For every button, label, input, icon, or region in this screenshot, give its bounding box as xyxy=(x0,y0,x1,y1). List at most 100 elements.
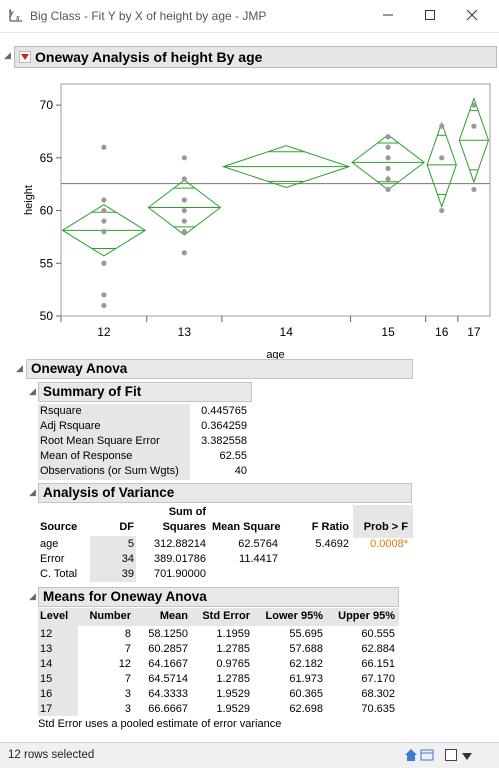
aov-header-f: F Ratio xyxy=(311,521,349,533)
red-triangle-icon xyxy=(21,54,29,60)
means-header-shade xyxy=(38,608,399,626)
home-icon[interactable] xyxy=(404,748,418,765)
aov-cell-ms: 62.5764 xyxy=(238,538,278,550)
summary-label: Rsquare xyxy=(40,405,82,417)
svg-text:x: x xyxy=(15,13,20,22)
jmp-app-icon: y x xyxy=(8,7,24,23)
means-cell: 66.6667 xyxy=(148,703,188,715)
aov-cell-ss: 312.88214 xyxy=(154,538,206,550)
means-cell: 1.2785 xyxy=(216,673,250,685)
data-point xyxy=(101,207,107,214)
anova-collapse-icon[interactable]: ◢ xyxy=(16,363,23,373)
summary-value: 0.445765 xyxy=(201,405,247,417)
collapse-triangle-icon[interactable]: ◢ xyxy=(4,50,11,60)
df-column-shade xyxy=(90,536,136,582)
data-point xyxy=(181,229,187,235)
y-tick-label: 60 xyxy=(40,204,54,218)
rows-selected-status: 12 rows selected xyxy=(8,749,95,761)
means-cell: 1.9529 xyxy=(216,688,250,700)
aov-cell-source: C. Total xyxy=(40,568,78,580)
y-tick-label: 65 xyxy=(40,151,54,165)
maximize-button[interactable] xyxy=(416,4,444,26)
data-point xyxy=(181,250,187,256)
means-cell: 7 xyxy=(124,673,131,685)
data-point xyxy=(181,218,187,224)
aov-collapse-icon[interactable]: ◢ xyxy=(29,487,36,497)
means-cell: 67.170 xyxy=(361,673,395,685)
minimize-button[interactable] xyxy=(374,4,402,26)
oneway-anova-header: Oneway Anova xyxy=(26,359,413,379)
data-point xyxy=(385,144,391,150)
data-point xyxy=(181,155,187,161)
summary-value: 62.55 xyxy=(219,450,247,462)
means-cell: 3 xyxy=(124,688,131,700)
data-point xyxy=(101,197,107,203)
summary-collapse-icon[interactable]: ◢ xyxy=(29,386,36,396)
minimize-icon xyxy=(383,14,393,16)
means-cell: 68.302 xyxy=(361,688,395,700)
means-header-cell: Mean xyxy=(159,610,188,622)
y-axis-label: height xyxy=(23,185,35,215)
means-header-cell: Number xyxy=(89,610,131,622)
aov-cell-ms: 11.4417 xyxy=(239,553,278,565)
data-point xyxy=(385,165,391,171)
data-point xyxy=(181,197,187,203)
means-cell: 17 xyxy=(40,703,53,715)
summary-label: Adj Rsquare xyxy=(40,420,101,432)
means-cell: 1.1959 xyxy=(216,628,250,640)
ss-header-top: Sum of xyxy=(168,506,206,518)
y-tick-label: 50 xyxy=(40,309,54,323)
means-footnote: Std Error uses a pooled estimate of erro… xyxy=(38,718,282,730)
analysis-of-variance-header: Analysis of Variance xyxy=(38,483,412,503)
means-header-cell: Lower 95% xyxy=(265,610,323,622)
x-tick-label: 16 xyxy=(435,325,449,339)
maximize-icon xyxy=(425,10,435,20)
aov-cell-df: 39 xyxy=(121,568,134,580)
aov-header-source: Source xyxy=(40,521,78,533)
red-triangle-menu-button[interactable] xyxy=(19,51,31,63)
report-header: Oneway Analysis of height By age xyxy=(14,46,497,68)
aov-cell-df: 5 xyxy=(127,538,134,550)
x-tick-label: 13 xyxy=(178,325,192,339)
report-title: Oneway Analysis of height By age xyxy=(35,49,263,65)
data-point xyxy=(439,155,445,161)
aov-cell-source: age xyxy=(40,538,59,550)
means-collapse-icon[interactable]: ◢ xyxy=(29,591,36,601)
aov-cell-f: 5.4692 xyxy=(315,538,349,550)
close-button[interactable] xyxy=(458,4,486,26)
means-cell: 60.365 xyxy=(289,688,323,700)
summary-label: Mean of Response xyxy=(40,450,133,462)
data-point xyxy=(471,102,477,108)
dropdown-arrow-icon[interactable] xyxy=(462,750,472,764)
means-header-cell: Upper 95% xyxy=(338,610,395,622)
aov-header-p: Prob > F xyxy=(363,521,408,533)
x-tick-label: 14 xyxy=(280,325,294,339)
means-cell: 12 xyxy=(118,658,131,670)
aov-cell-p: 0.0008* xyxy=(370,538,408,550)
data-point xyxy=(181,207,187,214)
plot-frame xyxy=(60,83,491,317)
window-list-icon[interactable] xyxy=(420,748,434,765)
data-point xyxy=(439,207,445,214)
means-cell: 64.1667 xyxy=(148,658,188,670)
means-cell: 62.884 xyxy=(361,643,395,655)
means-cell: 70.635 xyxy=(361,703,395,715)
data-point xyxy=(101,229,107,235)
selection-box-icon[interactable] xyxy=(444,748,458,765)
aov-header-ms: Mean Square xyxy=(212,521,281,533)
means-cell: 0.9765 xyxy=(216,658,250,670)
data-point xyxy=(439,123,445,129)
x-tick-label: 17 xyxy=(467,325,481,339)
data-point xyxy=(101,144,107,150)
means-cell: 66.151 xyxy=(361,658,395,670)
means-cell: 62.698 xyxy=(289,703,323,715)
summary-value: 40 xyxy=(234,465,247,477)
x-tick-label: 12 xyxy=(97,325,111,339)
means-cell: 60.2857 xyxy=(148,643,188,655)
data-point xyxy=(471,186,477,193)
data-point xyxy=(101,292,107,298)
means-cell: 7 xyxy=(124,643,131,655)
data-point xyxy=(101,260,107,266)
means-cell: 14 xyxy=(40,658,53,670)
data-point xyxy=(471,123,477,129)
